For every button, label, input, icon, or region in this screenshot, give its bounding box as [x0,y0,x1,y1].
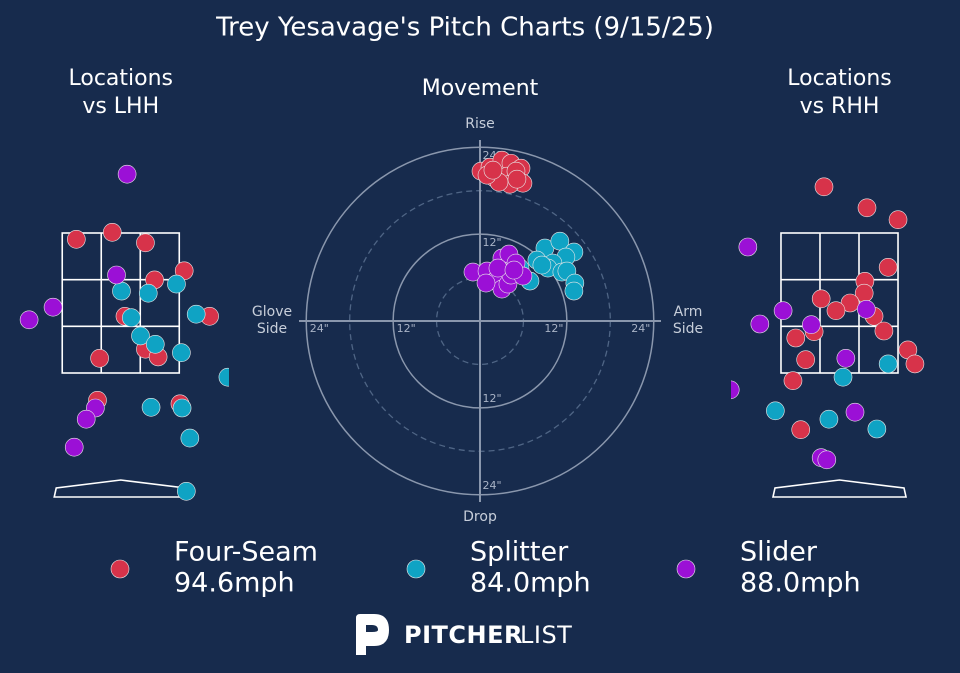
pitch-point [791,420,811,440]
panel-title: Movement [422,76,539,101]
points [19,164,229,501]
home-plate [771,479,908,498]
pitch-point [878,354,898,374]
pitch-point [783,371,803,391]
pitch-point [172,398,192,418]
x-label: Side [673,321,703,337]
pitch-point [766,401,785,421]
pitch-point [67,230,86,249]
pitch-point [888,210,908,229]
pitch-point [845,402,865,422]
pitch-point [138,283,158,303]
x-tick-label: 24" [631,322,650,335]
pitch-point [64,437,84,457]
y-tick-label: 12" [482,236,501,249]
panel-title: vs LHH [82,94,159,119]
pitch-point [19,310,39,330]
pitch-point [786,328,806,348]
chart-title: Trey Yesavage's Pitch Charts (9/15/25) [215,13,714,43]
pitch-point [172,343,191,363]
x-tick-label: 12" [544,322,563,335]
y-tick-label: 24" [482,479,501,492]
legend-velocity: 84.0mph [470,568,591,599]
y-label: Rise [465,116,495,132]
legend-marker [676,559,696,579]
legend-label: Four-Seam [174,537,318,568]
x-tick-label: 24" [310,322,329,335]
pitch-point [136,233,155,253]
legend-velocity: 94.6mph [174,568,295,599]
pitch-point [76,409,96,429]
pitch-point [180,428,200,448]
pitch-point [532,255,552,275]
pitch-point [186,304,206,324]
points [731,177,925,470]
x-label: Arm [674,304,703,320]
pitch-point [141,397,161,417]
pitch-point [564,281,584,301]
brand-name: LIST [520,621,572,649]
x-label: Side [257,321,287,337]
pitch-point [801,315,821,335]
legend-velocity: 88.0mph [740,568,861,599]
pitch-point [867,419,887,439]
pitch-point [826,301,846,321]
pitch-point [874,321,894,341]
pitch-point [90,348,109,368]
pitch-point [811,289,831,309]
legend-label: Slider [740,537,818,568]
pitch-point [483,160,503,180]
brand-name: PITCHER [404,621,523,649]
pitch-point [750,314,770,334]
legend-marker [406,559,426,579]
pitch-point [773,301,793,321]
pitch-point [905,354,925,374]
pitch-point [814,177,834,197]
pitch-point [43,297,63,317]
pitch-point [817,450,837,470]
pitch-point [218,367,229,387]
pitch-point [836,348,856,368]
y-label: Drop [463,509,497,525]
pitch-point [167,274,186,294]
panel-title: Locations [68,66,173,91]
pitch-point [122,308,141,328]
pitch-point [878,257,898,277]
pitch-point [145,334,165,354]
brand-logo [356,614,389,655]
pitch-point [504,260,524,280]
pitch-point [738,237,758,257]
pitch-point [731,380,740,400]
pitch-point [177,481,196,501]
x-tick-label: 12" [397,322,416,335]
pitch-point [833,367,853,387]
pitch-point [102,223,122,242]
pitch-point [857,198,877,218]
pitch-point [131,326,150,346]
pitch-point [107,265,126,285]
pitch-point [856,299,876,319]
x-label: Glove [252,304,292,320]
panel-title: vs RHH [800,94,880,119]
pitch-point [819,409,839,429]
legend-label: Splitter [470,537,569,568]
pitch-point [112,281,131,301]
pitch-point [476,273,496,293]
y-tick-label: 12" [482,392,501,405]
pitch-point [117,164,137,184]
panel-title: Locations [787,66,892,91]
pitch-point [507,169,527,189]
legend-marker [110,559,130,579]
pitch-point [796,350,815,370]
pitch-point [488,258,508,278]
home-plate [53,479,189,498]
